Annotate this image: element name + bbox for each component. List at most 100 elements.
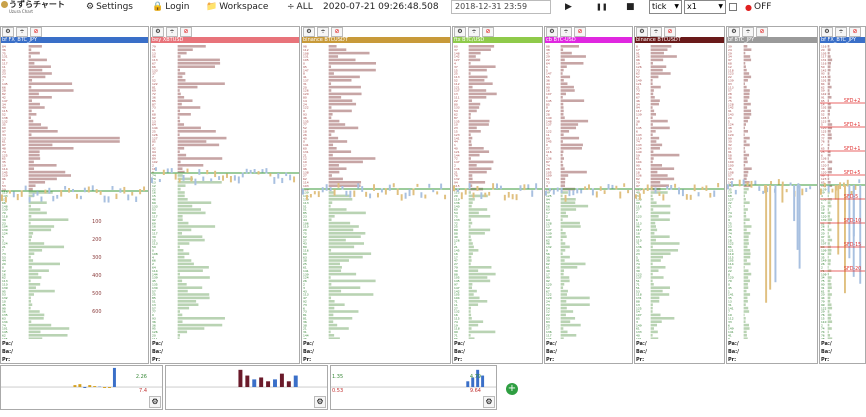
gear-icon[interactable]: ⚙ bbox=[152, 27, 164, 37]
speed-select[interactable]: x1 ▼ bbox=[684, 0, 726, 14]
gear-icon[interactable]: ⚙ bbox=[546, 27, 558, 37]
depth-size-label: 36 bbox=[152, 320, 156, 324]
all-button[interactable]: ÷ ALL bbox=[287, 0, 313, 15]
mode-select[interactable]: tick ▼ bbox=[649, 0, 682, 14]
close-icon[interactable]: ⊘ bbox=[331, 27, 343, 37]
play-button[interactable]: ▶ bbox=[565, 2, 572, 12]
gear-icon[interactable]: ⚙ bbox=[821, 27, 833, 37]
bid-bar bbox=[743, 191, 747, 194]
candle bbox=[277, 173, 280, 179]
close-icon[interactable]: ⊘ bbox=[756, 27, 768, 37]
ask-bar bbox=[560, 170, 587, 174]
bid-bar bbox=[177, 313, 183, 317]
depth-size-label: 64 bbox=[546, 218, 550, 222]
split-icon[interactable]: ÷ bbox=[166, 27, 178, 37]
settings-button[interactable]: ⚙ Settings bbox=[86, 0, 133, 15]
close-icon[interactable]: ⊘ bbox=[574, 27, 586, 37]
bid-bar bbox=[468, 204, 472, 208]
candle bbox=[95, 189, 98, 194]
depth-size-label: 79 bbox=[152, 44, 156, 48]
depth-size-label: 107 bbox=[636, 313, 642, 317]
candle bbox=[4, 196, 7, 203]
bid-bar bbox=[328, 208, 347, 211]
depth-size-label: 102 bbox=[152, 160, 158, 164]
close-icon[interactable]: ⊘ bbox=[664, 27, 676, 37]
date-input[interactable]: 2018-12-31 23:59 bbox=[451, 0, 551, 14]
split-icon[interactable]: ÷ bbox=[835, 27, 847, 37]
bid-bar bbox=[468, 330, 496, 334]
depth-size-label: 44 bbox=[821, 296, 825, 300]
mini-bottom-value: 7.4 bbox=[139, 388, 147, 394]
depth-size-label: 20 bbox=[821, 231, 825, 235]
ask-bar bbox=[328, 164, 339, 167]
depth-size-label: 120 bbox=[821, 214, 827, 218]
gear-icon[interactable]: ⚙ bbox=[314, 396, 326, 408]
depth-size-label: 22 bbox=[728, 75, 732, 79]
pause-button[interactable]: ❚❚ bbox=[596, 3, 608, 11]
depth-size-label: 80 bbox=[454, 44, 458, 48]
record-checkbox[interactable] bbox=[729, 3, 737, 11]
stop-button[interactable]: ■ bbox=[626, 2, 635, 12]
depth-size-label: 71 bbox=[454, 299, 458, 303]
gear-icon[interactable]: ⚙ bbox=[454, 27, 466, 37]
close-icon[interactable]: ⊘ bbox=[482, 27, 494, 37]
bid-bar bbox=[328, 249, 332, 252]
candle bbox=[16, 194, 19, 201]
bid-bar bbox=[328, 191, 335, 194]
bid-bar bbox=[560, 310, 574, 313]
depth-size-label: 26 bbox=[303, 279, 307, 283]
gear-icon[interactable]: ⚙ bbox=[483, 396, 495, 408]
candle bbox=[233, 175, 236, 181]
bid-bar bbox=[328, 242, 365, 245]
depth-size-label: 113 bbox=[303, 201, 309, 205]
ask-bar bbox=[827, 72, 830, 75]
depth-size-label: 84 bbox=[821, 82, 825, 86]
gear-icon[interactable]: ⚙ bbox=[149, 396, 161, 408]
mini-bar bbox=[108, 387, 111, 388]
split-icon[interactable]: ÷ bbox=[742, 27, 754, 37]
depth-size-label: 28 bbox=[728, 92, 732, 96]
candle bbox=[727, 184, 729, 190]
close-icon[interactable]: ⊘ bbox=[30, 27, 42, 37]
bid-bar bbox=[328, 269, 342, 272]
gear-icon[interactable]: ⚙ bbox=[2, 27, 14, 37]
depth-size-label: 126 bbox=[636, 65, 642, 69]
bid-bar bbox=[743, 211, 746, 215]
ask-bar bbox=[328, 109, 352, 113]
workspace-button[interactable]: 📁 Workspace bbox=[206, 0, 268, 15]
bid-bar bbox=[827, 255, 829, 259]
ask-bar bbox=[177, 82, 225, 85]
gear-icon[interactable]: ⚙ bbox=[303, 27, 315, 37]
depth-size-label: 6 bbox=[636, 218, 638, 222]
add-panel-button[interactable]: + bbox=[506, 383, 518, 395]
ask-bar bbox=[177, 55, 181, 58]
ask-bar bbox=[743, 85, 747, 89]
split-icon[interactable]: ÷ bbox=[468, 27, 480, 37]
split-icon[interactable]: ÷ bbox=[16, 27, 28, 37]
depth-size-label: 134 bbox=[2, 320, 8, 324]
close-icon[interactable]: ⊘ bbox=[180, 27, 192, 37]
split-icon[interactable]: ÷ bbox=[650, 27, 662, 37]
depth-size-label: 85 bbox=[546, 102, 550, 106]
gear-icon[interactable]: ⚙ bbox=[728, 27, 740, 37]
app-logo[interactable]: うずらチャート Uzura Chart bbox=[1, 0, 65, 15]
depth-size-label: 20 bbox=[303, 85, 307, 89]
off-toggle[interactable]: ● OFF bbox=[745, 0, 771, 15]
split-icon[interactable]: ÷ bbox=[317, 27, 329, 37]
ask-bar bbox=[468, 72, 471, 75]
ask-bar bbox=[827, 75, 831, 79]
bid-bar bbox=[827, 204, 832, 208]
close-icon[interactable]: ⊘ bbox=[849, 27, 861, 37]
gear-icon[interactable]: ⚙ bbox=[636, 27, 648, 37]
bid-bar bbox=[328, 228, 354, 232]
price-level-label: 300 bbox=[92, 255, 101, 261]
depth-size-label: 36 bbox=[728, 95, 732, 99]
login-button[interactable]: 🔒 Login bbox=[152, 0, 190, 15]
depth-size-label: 101 bbox=[821, 78, 827, 82]
depth-size-label: 123 bbox=[454, 133, 460, 137]
bid-bar bbox=[468, 262, 471, 266]
split-icon[interactable]: ÷ bbox=[560, 27, 572, 37]
bid-bar bbox=[827, 306, 833, 310]
mini-bar bbox=[286, 381, 291, 388]
depth-size-label: 84 bbox=[2, 44, 6, 48]
